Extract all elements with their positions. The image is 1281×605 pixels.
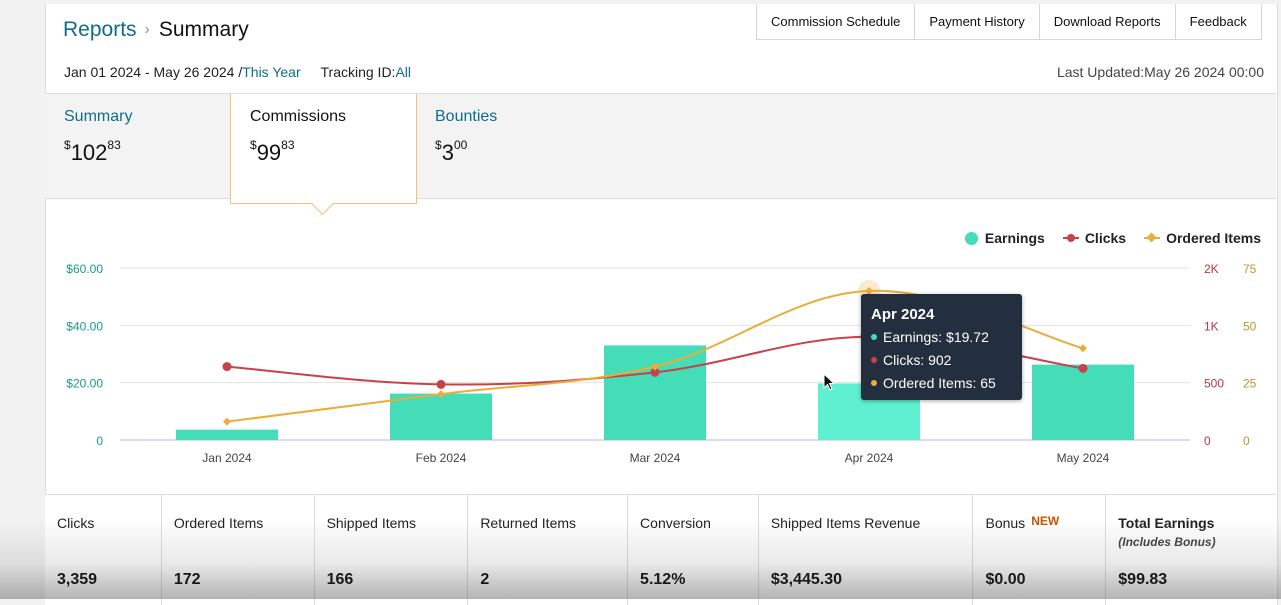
tab-bounties-value: $300 <box>435 138 468 165</box>
mouse-cursor-icon <box>823 373 836 391</box>
legend-ordered-items-label: Ordered Items <box>1166 230 1261 246</box>
tracking-id-link[interactable]: All <box>395 64 412 80</box>
chevron-right-icon: › <box>144 21 150 38</box>
date-filter-row: Jan 01 2024 - May 26 2024 /This Year Tra… <box>64 64 411 80</box>
stats-bar: Clicks 3,359 Ordered Items 172 Shipped I… <box>45 494 1276 605</box>
ordered-items-legend-icon <box>1144 232 1161 243</box>
date-range-text: Jan 01 2024 - May 26 2024 / <box>64 64 243 80</box>
tab-commissions-value: $9983 <box>250 138 295 165</box>
chart-legend: Earnings Clicks Ordered Items <box>947 230 1261 246</box>
clicks-legend-icon <box>1062 234 1079 242</box>
summary-tabs: Summary $10283 Commissions $9983 Bountie… <box>45 93 1276 216</box>
earnings-legend-icon <box>964 231 978 245</box>
stat-clicks: Clicks 3,359 <box>45 495 162 605</box>
tab-summary-label: Summary <box>64 108 133 125</box>
tooltip-clicks-row: Clicks: 902 <box>871 352 951 368</box>
feedback-button[interactable]: Feedback <box>1176 4 1262 39</box>
stat-ordered-items: Ordered Items 172 <box>162 495 315 605</box>
tab-bounties-label: Bounties <box>435 108 498 125</box>
breadcrumb-reports-link[interactable]: Reports <box>63 18 137 41</box>
stat-bonus: Bonus NEW $0.00 <box>973 495 1107 605</box>
tooltip-earnings-row: Earnings: $19.72 <box>871 329 989 345</box>
new-badge: NEW <box>1031 514 1060 528</box>
legend-clicks-label: Clicks <box>1084 230 1127 246</box>
tab-summary[interactable]: Summary $10283 <box>45 94 230 198</box>
date-preset-link[interactable]: This Year <box>242 64 301 80</box>
tracking-id-label: Tracking ID: <box>320 64 396 80</box>
last-updated-text: Last Updated:May 26 2024 00:00 <box>1056 64 1264 80</box>
stat-shipped-items: Shipped Items 166 <box>315 495 469 605</box>
stat-shipped-revenue: Shipped Items Revenue $3,445.30 <box>759 495 974 605</box>
page-title: Summary <box>158 18 249 41</box>
legend-clicks[interactable]: Clicks <box>1062 230 1127 246</box>
stat-conversion: Conversion 5.12% <box>628 495 759 605</box>
tab-commissions[interactable]: Commissions $9983 <box>230 94 417 216</box>
legend-ordered-items[interactable]: Ordered Items <box>1144 230 1261 246</box>
breadcrumb: Reports › Summary <box>63 18 249 42</box>
tooltip-ordered-row: Ordered Items: 65 <box>871 375 996 391</box>
report-actions: Commission Schedule Payment History Down… <box>756 4 1262 40</box>
total-earnings-note: (Includes Bonus) <box>1118 535 1216 549</box>
tab-summary-value: $10283 <box>64 138 121 165</box>
tooltip-title: Apr 2024 <box>871 306 935 323</box>
tab-bounties[interactable]: Bounties $300 <box>416 94 601 198</box>
commission-schedule-button[interactable]: Commission Schedule <box>757 4 916 39</box>
legend-earnings[interactable]: Earnings <box>964 230 1045 246</box>
legend-earnings-label: Earnings <box>984 230 1045 246</box>
payment-history-button[interactable]: Payment History <box>915 4 1040 39</box>
chart-tooltip: Apr 2024 Earnings: $19.72 Clicks: 902 Or… <box>861 294 1022 400</box>
download-reports-button[interactable]: Download Reports <box>1040 4 1176 39</box>
tab-commissions-label: Commissions <box>250 108 347 125</box>
stat-returned-items: Returned Items 2 <box>468 495 629 605</box>
stat-total-earnings: Total Earnings (Includes Bonus) $99.83 <box>1118 515 1216 588</box>
